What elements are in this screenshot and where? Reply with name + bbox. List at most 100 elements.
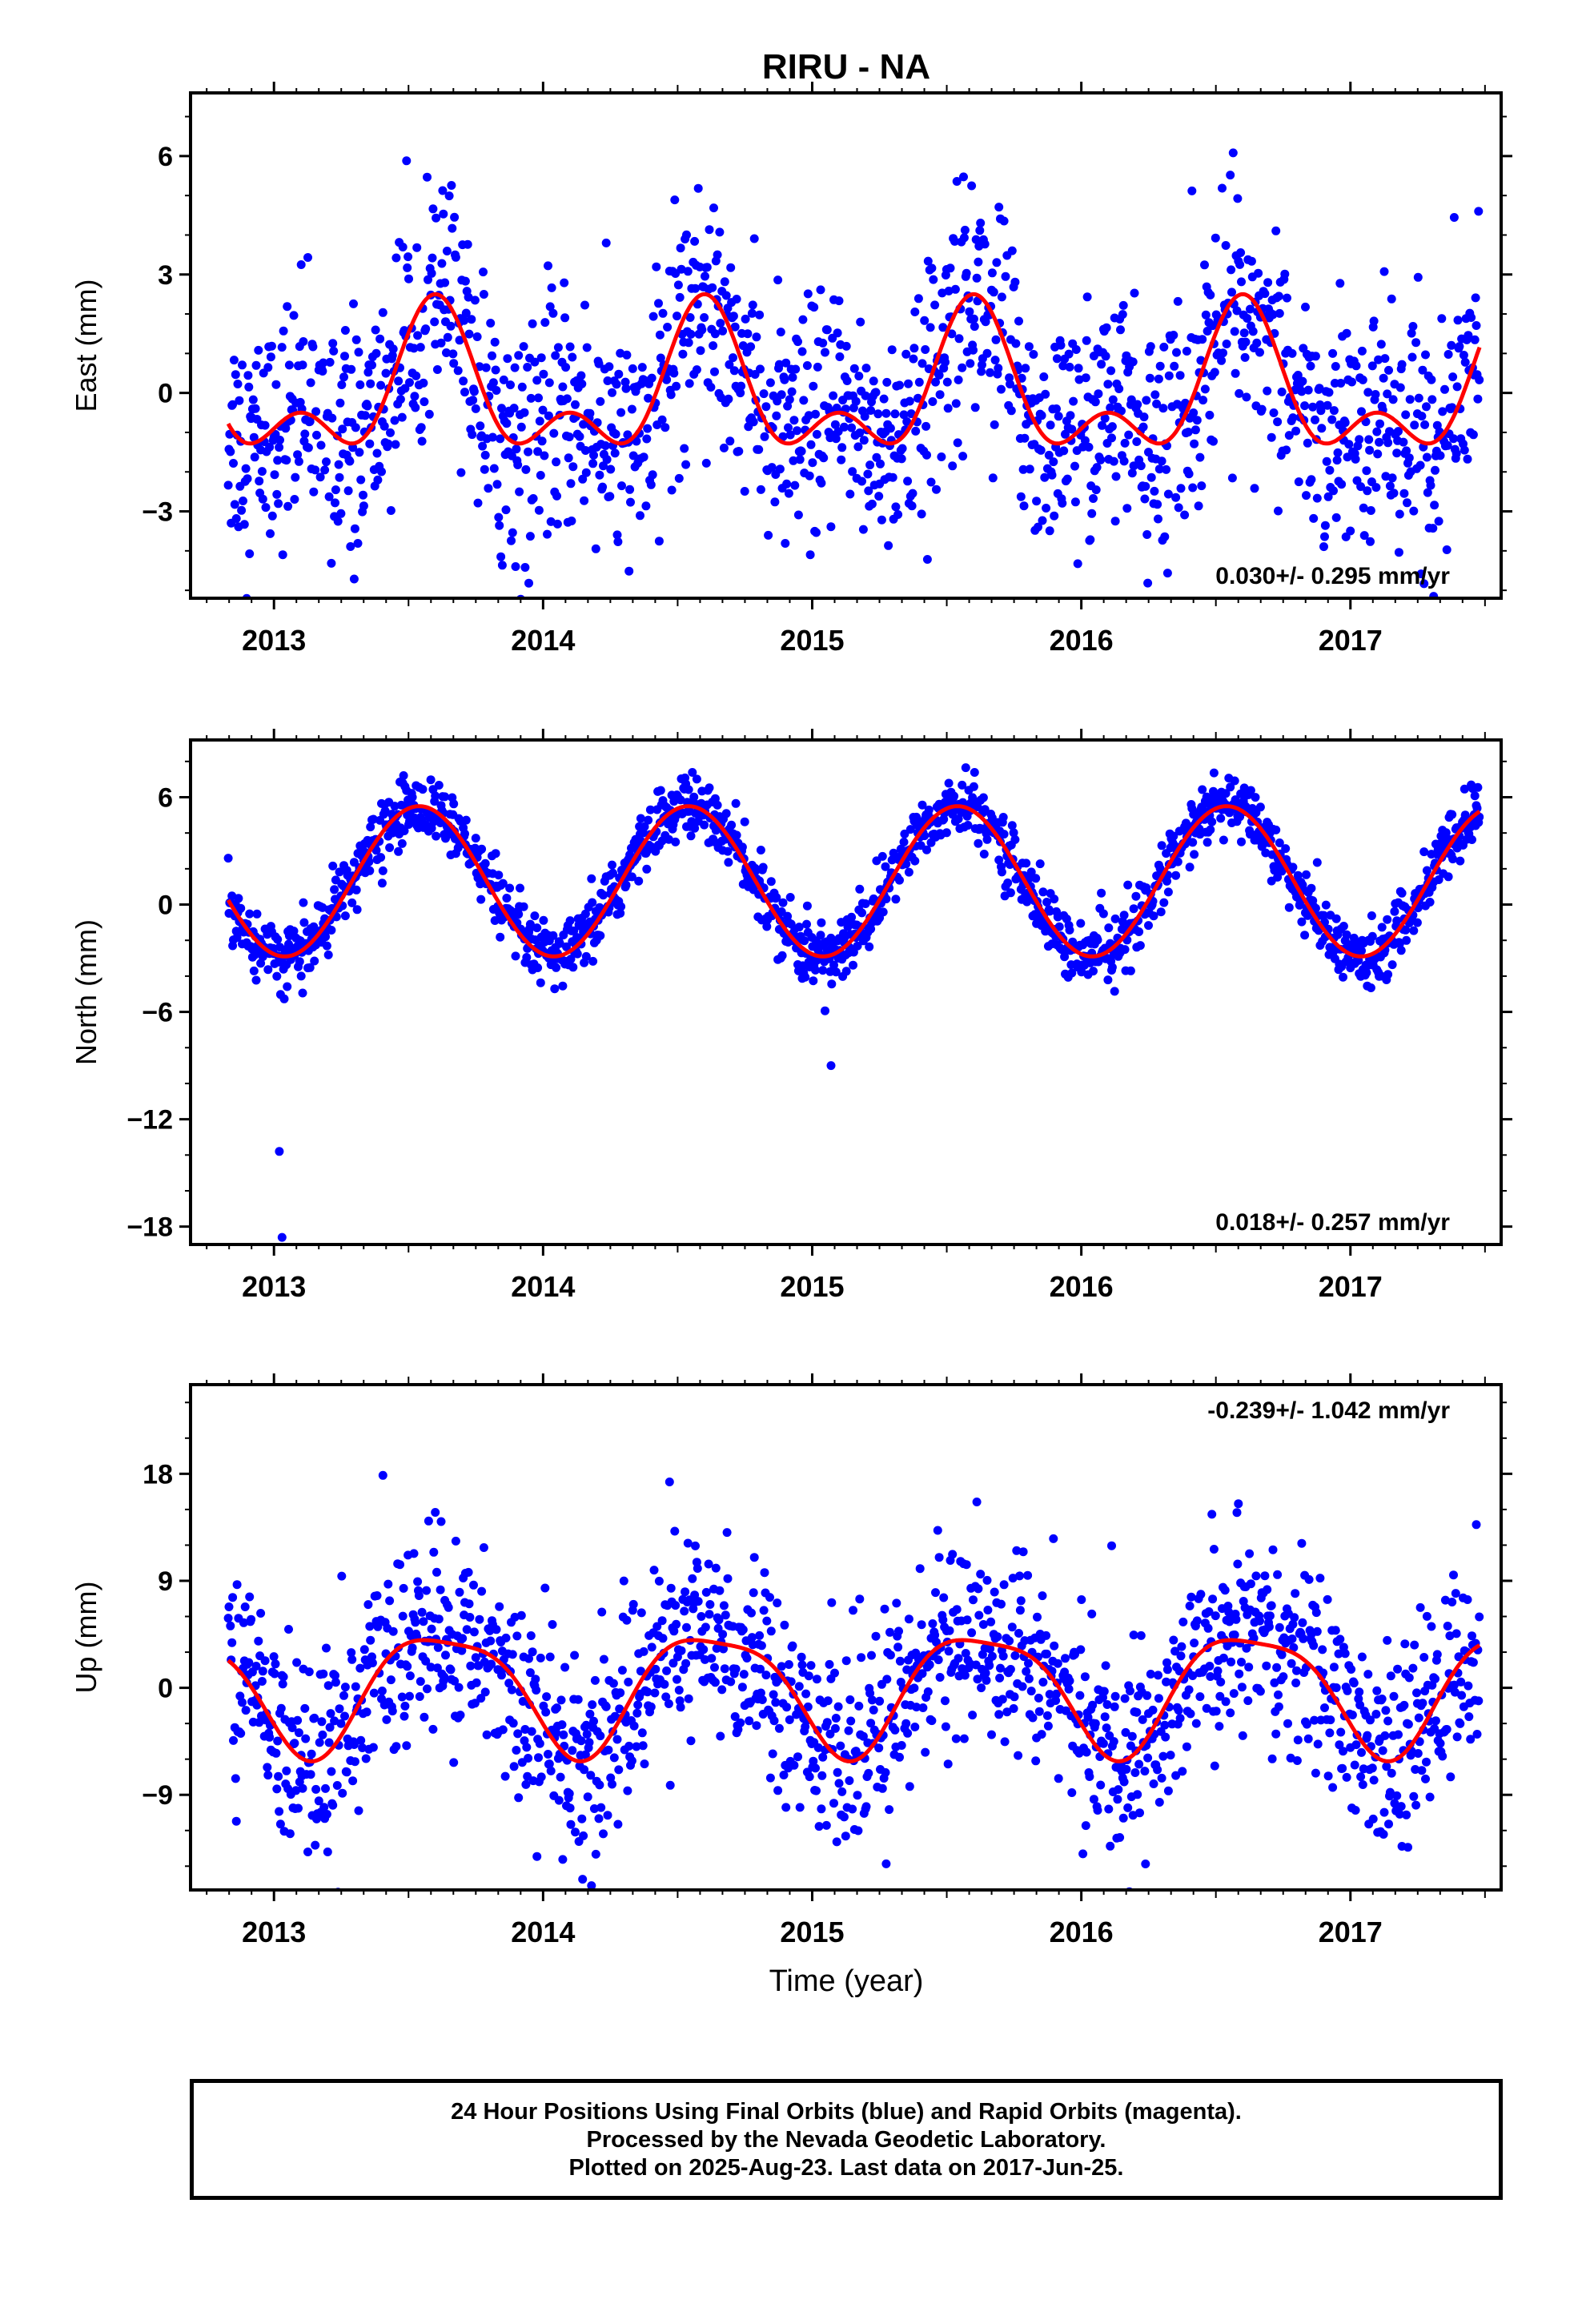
north-data-point <box>982 834 992 844</box>
up-data-point <box>372 1591 382 1600</box>
up-data-point <box>809 1756 818 1766</box>
east-data-point <box>421 324 431 334</box>
north-data-point <box>1271 825 1281 834</box>
up-data-point <box>632 1708 642 1718</box>
east-data-point <box>528 494 538 503</box>
up-data-point <box>446 1665 456 1675</box>
east-data-point <box>976 219 986 227</box>
east-data-point <box>946 263 955 273</box>
up-data-point <box>1188 1671 1198 1680</box>
east-data-point <box>230 500 239 509</box>
up-data-point <box>1363 1670 1373 1679</box>
east-data-point <box>254 345 263 355</box>
east-data-point <box>1069 396 1078 406</box>
east-data-point <box>1011 339 1021 348</box>
up-data-point <box>1129 1630 1138 1640</box>
up-data-point <box>639 1647 648 1656</box>
north-data-point <box>1261 848 1271 858</box>
north-data-point <box>477 844 487 854</box>
east-data-point <box>320 465 330 475</box>
east-data-point <box>921 345 930 354</box>
north-data-point <box>684 785 693 794</box>
up-data-point <box>331 1671 339 1680</box>
up-data-point <box>624 1677 633 1687</box>
up-data-point <box>945 1626 954 1635</box>
north-data-point <box>1275 838 1284 847</box>
up-data-point <box>359 1645 369 1655</box>
east-data-point <box>874 492 884 501</box>
east-data-point <box>1274 292 1283 301</box>
east-data-point <box>667 485 677 495</box>
east-data-point <box>767 463 777 472</box>
east-data-point <box>472 332 482 341</box>
east-data-point <box>1356 482 1366 492</box>
east-data-point <box>623 430 632 440</box>
east-data-point <box>523 363 532 372</box>
up-data-point <box>327 1767 336 1776</box>
north-data-point <box>758 862 768 872</box>
east-data-point <box>1232 306 1242 316</box>
east-data-point <box>647 373 656 383</box>
east-data-point <box>797 347 807 356</box>
east-data-point <box>805 550 815 560</box>
east-data-point <box>926 323 935 332</box>
east-data-point <box>1405 395 1415 404</box>
up-data-point <box>536 1653 545 1663</box>
up-data-point <box>736 1718 745 1727</box>
north-data-point <box>878 907 888 917</box>
east-data-point <box>755 310 765 320</box>
up-data-point <box>367 1659 377 1667</box>
up-data-point <box>322 1643 331 1653</box>
east-data-point <box>1416 569 1426 579</box>
east-data-point <box>1073 559 1082 569</box>
east-data-point <box>387 351 397 360</box>
up-data-point <box>1089 1795 1098 1804</box>
up-data-point <box>492 1625 501 1634</box>
east-data-point <box>1327 415 1337 424</box>
east-data-point <box>502 419 512 428</box>
north-data-point <box>627 872 636 882</box>
up-data-point <box>1077 1595 1086 1604</box>
east-data-point <box>681 460 691 469</box>
east-data-point <box>1384 365 1393 375</box>
east-data-point <box>1347 377 1356 387</box>
up-data-point <box>583 1792 592 1802</box>
east-data-point <box>1119 456 1129 466</box>
up-data-point <box>874 1743 884 1753</box>
north-data-point <box>1110 914 1120 923</box>
up-data-point <box>817 1771 827 1780</box>
up-data-point <box>391 1742 401 1751</box>
east-data-point <box>927 263 937 273</box>
east-data-point <box>354 348 363 357</box>
up-data-point <box>560 1663 570 1672</box>
east-data-point <box>363 368 373 377</box>
up-data-point <box>495 1602 504 1611</box>
north-data-point <box>328 861 338 870</box>
up-data-point <box>512 1746 521 1755</box>
east-data-point <box>1306 361 1315 371</box>
up-data-point <box>881 1767 890 1777</box>
east-data-point <box>355 448 364 457</box>
up-data-point <box>522 1743 532 1752</box>
east-data-point <box>970 322 979 332</box>
up-data-point <box>331 1678 340 1687</box>
up-data-point <box>805 1772 814 1782</box>
north-data-point <box>1188 838 1198 847</box>
up-data-point <box>531 1675 540 1684</box>
east-data-point <box>448 349 458 359</box>
east-data-point <box>847 423 857 432</box>
east-data-point <box>888 472 897 482</box>
east-data-point <box>1407 328 1416 338</box>
north-y-axis-label: North (mm) <box>70 919 102 1065</box>
east-data-point <box>674 473 684 483</box>
east-data-point <box>1146 472 1156 482</box>
east-data-point <box>686 329 696 339</box>
up-data-point <box>675 1696 685 1706</box>
east-data-point <box>1443 440 1452 450</box>
up-data-point <box>1135 1808 1144 1818</box>
up-data-point <box>1163 1786 1173 1795</box>
up-data-point <box>1271 1729 1281 1739</box>
up-data-point <box>338 1788 347 1798</box>
up-data-point <box>599 1829 608 1839</box>
up-data-point <box>1272 1663 1282 1672</box>
